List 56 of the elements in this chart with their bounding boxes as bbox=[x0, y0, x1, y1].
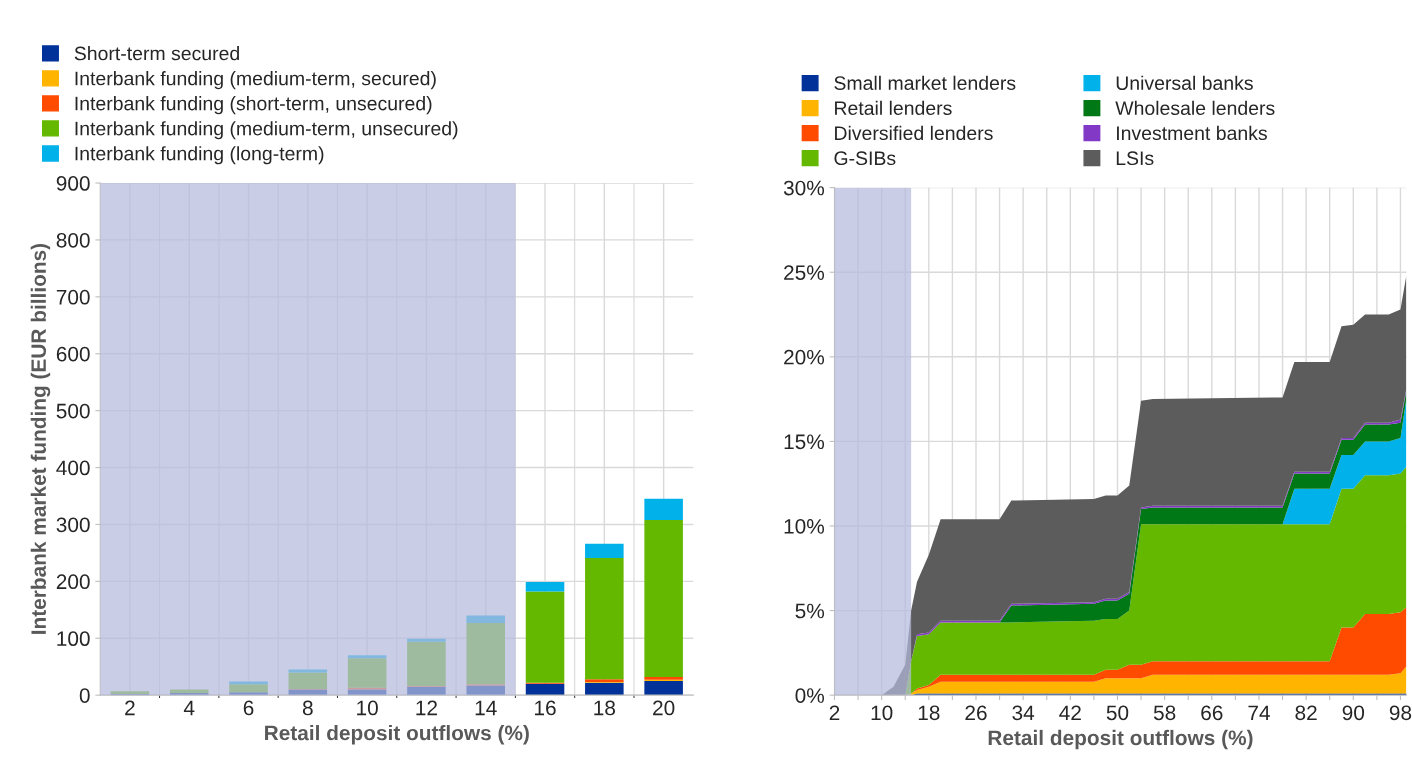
x-axis-title: Retail deposit outflows (%) bbox=[988, 729, 1253, 750]
x-axis-title: Retail deposit outflows (%) bbox=[265, 725, 529, 745]
y-tick-label: 15% bbox=[784, 434, 825, 450]
y-tick-label: 500 bbox=[56, 403, 90, 419]
x-tick-label: 58 bbox=[1153, 705, 1176, 721]
x-tick-label: 18 bbox=[594, 700, 616, 716]
y-tick-label: 300 bbox=[56, 517, 90, 533]
legend-label: Interbank funding (medium-term, secured) bbox=[75, 71, 436, 90]
x-tick-label: 16 bbox=[535, 700, 556, 716]
y-tick-label: 700 bbox=[56, 289, 90, 305]
y-tick-label: 5% bbox=[795, 603, 825, 619]
x-tick-label: 82 bbox=[1295, 705, 1317, 721]
x-tick-label: 26 bbox=[965, 705, 987, 721]
legend-label: Short-term secured bbox=[74, 46, 239, 61]
x-tick-label: 2 bbox=[125, 700, 135, 716]
x-tick-label: 14 bbox=[475, 700, 497, 716]
y-axis-title: Interbank market funding (EUR billions) bbox=[30, 243, 51, 634]
y-tick-label: 20% bbox=[784, 349, 825, 365]
x-tick-label: 42 bbox=[1059, 705, 1081, 720]
x-tick-label: 90 bbox=[1342, 705, 1365, 721]
legend-label: Small market lenders bbox=[834, 75, 1016, 90]
x-tick-label: 66 bbox=[1201, 705, 1223, 721]
x-tick-label: 50 bbox=[1106, 705, 1129, 721]
y-tick-label: 200 bbox=[56, 574, 90, 590]
x-tick-label: 98 bbox=[1389, 705, 1412, 721]
x-tick-label: 74 bbox=[1248, 705, 1270, 720]
legend-label: Universal banks bbox=[1116, 75, 1253, 90]
y-tick-label: 25% bbox=[784, 265, 825, 280]
x-tick-label: 10 bbox=[357, 700, 378, 716]
legend-label: Interbank funding (medium-term, unsecured) bbox=[75, 121, 458, 140]
x-tick-label: 4 bbox=[183, 700, 195, 716]
x-tick-label: 6 bbox=[243, 700, 254, 716]
y-tick-label: 400 bbox=[56, 460, 90, 476]
y-tick-label: 800 bbox=[56, 232, 90, 248]
y-tick-label: 0 bbox=[79, 688, 90, 703]
legend-label: Wholesale lenders bbox=[1115, 100, 1275, 116]
legend-label: Interbank funding (long-term) bbox=[75, 146, 324, 165]
legend-label: Interbank funding (short-term, unsecured) bbox=[75, 96, 432, 115]
legend-label: Retail lenders bbox=[835, 100, 952, 116]
y-tick-label: 900 bbox=[56, 176, 90, 191]
x-tick-label: 10 bbox=[871, 705, 893, 721]
y-tick-label: 0% bbox=[795, 688, 825, 703]
x-tick-label: 12 bbox=[416, 700, 437, 716]
x-tick-label: 2 bbox=[829, 705, 840, 720]
y-tick-label: 30% bbox=[783, 180, 825, 196]
y-tick-label: 100 bbox=[57, 631, 90, 647]
legend-label: Diversified lenders bbox=[835, 125, 993, 141]
y-tick-label: 10% bbox=[784, 519, 825, 534]
y-tick-label: 600 bbox=[56, 346, 90, 362]
x-tick-label: 8 bbox=[302, 700, 313, 716]
x-tick-label: 18 bbox=[918, 705, 940, 721]
legend-label: Investment banks bbox=[1117, 125, 1267, 141]
x-tick-label: 20 bbox=[653, 700, 675, 716]
x-tick-label: 34 bbox=[1012, 705, 1035, 721]
legend-label: G-SIBs bbox=[834, 151, 896, 166]
legend-label: LSIs bbox=[1116, 151, 1154, 166]
